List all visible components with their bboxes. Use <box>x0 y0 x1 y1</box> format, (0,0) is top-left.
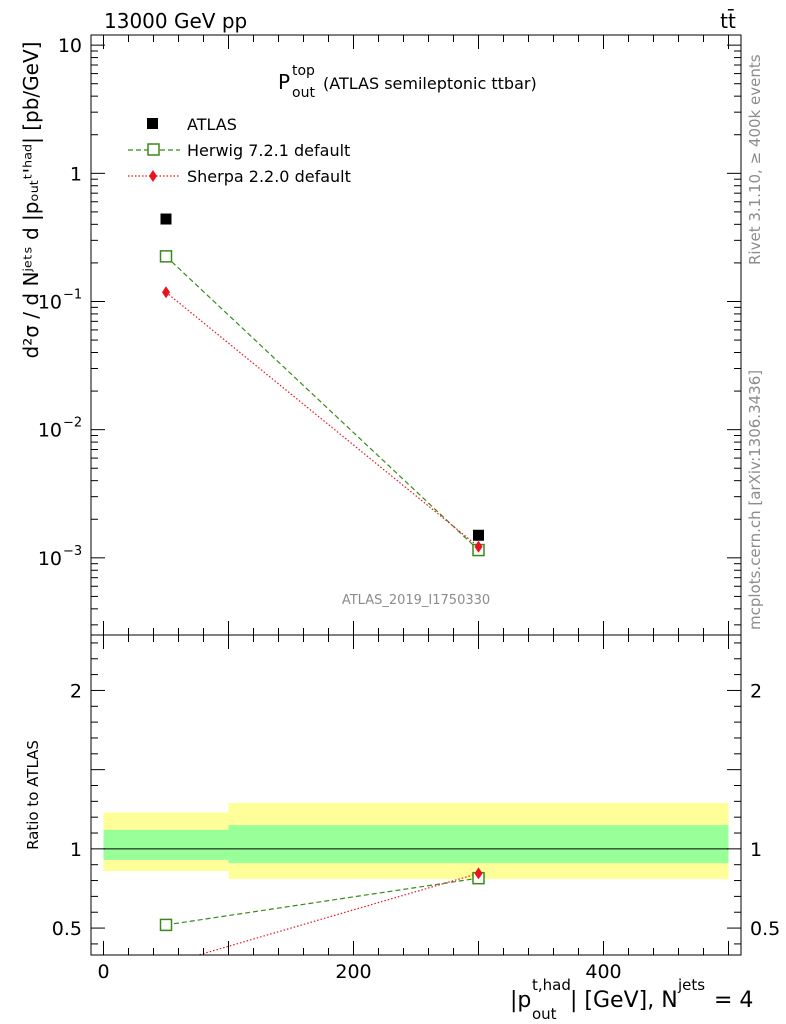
ratio-ytick-label-right: 0.5 <box>750 918 780 940</box>
ratio-ytick-label-left: 1 <box>70 839 82 861</box>
plot-title: P top out (ATLAS semileptonic ttbar) <box>278 63 537 101</box>
main-line-sherpa <box>165 291 479 548</box>
ratio-ytick-label-right: 2 <box>750 680 762 702</box>
ratio-point-herwig <box>159 918 173 932</box>
main-point-herwig <box>159 250 173 263</box>
ratio-ticks: 2 2 1 1 0.5 0.5 0 200 400 <box>52 635 780 983</box>
ratio-line-herwig <box>165 877 479 926</box>
xlabel: |p t,had out | [GeV], N jets = 4 <box>510 976 753 1023</box>
main-ylabel: d²σ / d Nʲᵉᵗˢ d |pₒᵤₜᵗ'ʰᵃᵈ| [pb/GeV] <box>19 42 43 359</box>
ratio-ytick-label-left: 2 <box>70 680 82 702</box>
main-ylabel-text: d²σ / d Nʲᵉᵗˢ d |pₒᵤₜᵗ'ʰᵃᵈ| [pb/GeV] <box>19 42 43 359</box>
main-markers <box>159 213 485 557</box>
main-point-data <box>473 529 484 541</box>
title-main: P <box>278 70 290 94</box>
xlabel-unit: | [GeV], N <box>570 988 678 1013</box>
ratio-line-sherpa <box>196 872 479 955</box>
rivet-label: Rivet 3.1.10, ≥ 400k events <box>746 54 764 265</box>
xlabel-sup2: jets <box>677 976 705 994</box>
process-label: tt̄ <box>720 8 736 33</box>
legend-sherpa-label: Sherpa 2.2.0 default <box>187 167 351 186</box>
ratio-ylabel: Ratio to ATLAS <box>24 740 42 850</box>
main-ytick-label-base: 10 <box>38 548 62 570</box>
legend-herwig-label: Herwig 7.2.1 default <box>187 141 350 160</box>
energy-label: 13000 GeV pp <box>104 9 247 33</box>
xlabel-sub: out <box>532 1005 557 1023</box>
main-line-herwig <box>165 255 479 551</box>
main-ytick-label: 10 <box>58 35 82 57</box>
ratio-ytick-label-left: 0.5 <box>52 918 82 940</box>
main-ytick-label-exp: −2 <box>63 416 82 431</box>
ratio-bands <box>103 802 729 879</box>
ratio-frame <box>90 634 742 956</box>
legend-atlas-marker <box>147 118 158 129</box>
xlabel-main: |p <box>510 988 531 1013</box>
title-sub: out <box>292 85 315 101</box>
ratio-point-sherpa <box>162 959 170 971</box>
legend-herwig-marker <box>147 143 160 156</box>
xlabel-sup: t,had <box>532 976 571 994</box>
main-ytick-label-exp: −1 <box>63 287 82 302</box>
main-point-sherpa <box>474 540 483 553</box>
main-lines <box>165 255 479 551</box>
main-ytick-label: 1 <box>70 163 82 185</box>
ratio-band-inner <box>228 825 729 864</box>
xtick-label: 0 <box>97 961 109 983</box>
ratio-point-sherpa <box>474 867 483 880</box>
legend-atlas-label: ATLAS <box>187 115 237 134</box>
legend-sherpa-marker <box>149 170 157 182</box>
xlabel-tail: = 4 <box>714 988 753 1013</box>
ratio-markers <box>159 867 485 971</box>
ratio-band-inner <box>103 829 229 860</box>
ratio-ytick-label-right: 1 <box>750 839 762 861</box>
legend: ATLAS Herwig 7.2.1 default Sherpa 2.2.0 … <box>128 115 351 186</box>
ratio-panel: 2 2 1 1 0.5 0.5 0 200 400 Ratio to ATLAS |p t,ha… <box>24 634 780 1023</box>
watermark: ATLAS_2019_I1750330 <box>342 593 490 608</box>
title-sup: top <box>292 63 315 79</box>
xtick-label: 400 <box>585 961 621 983</box>
main-ytick-label-exp: −3 <box>63 544 82 559</box>
ratio-lines <box>165 872 479 955</box>
main-point-sherpa <box>162 286 170 299</box>
mcplots-label: mcplots.cern.ch [arXiv:1306.3436] <box>746 370 764 630</box>
title-rest: (ATLAS semileptonic ttbar) <box>323 74 537 93</box>
main-ytick-label-base: 10 <box>38 291 62 313</box>
main-ytick-label-base: 10 <box>38 420 62 442</box>
main-point-data <box>160 213 172 225</box>
xtick-label: 200 <box>335 961 371 983</box>
